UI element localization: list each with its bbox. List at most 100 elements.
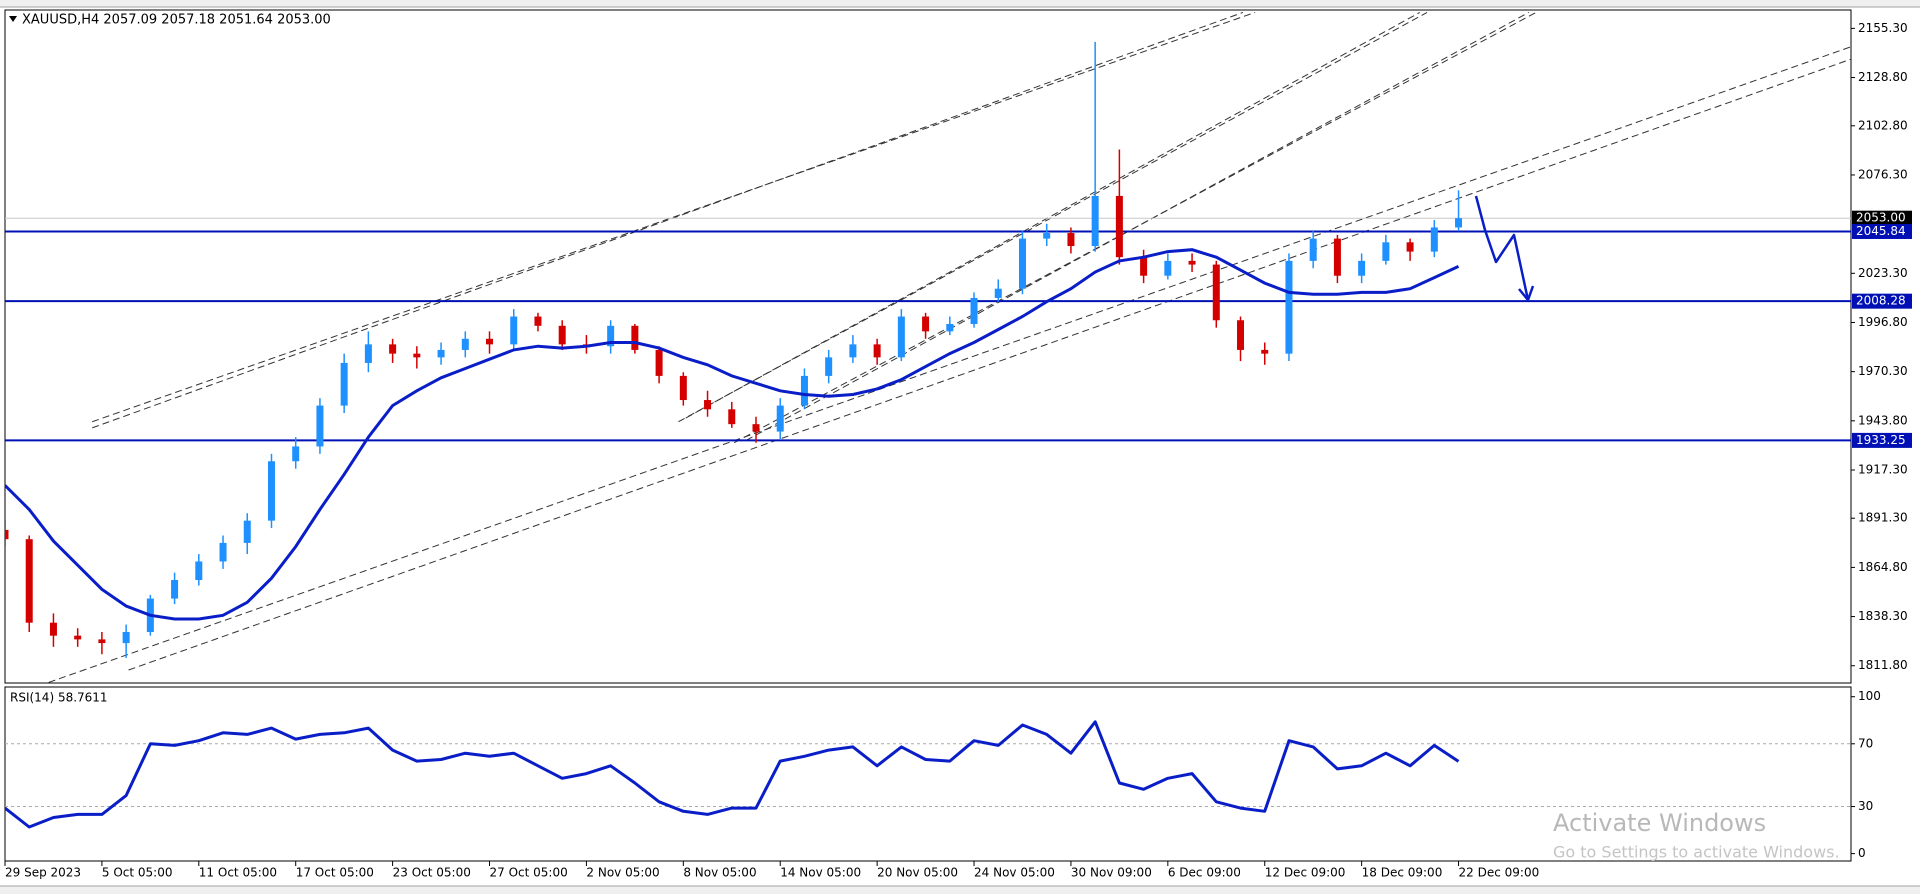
last-price-box — [1852, 210, 1912, 226]
candle-body — [389, 344, 397, 354]
trendline — [685, 11, 1421, 419]
x-tick-label: 8 Nov 05:00 — [683, 866, 756, 880]
trendline — [678, 11, 1428, 423]
x-tick-label: 18 Dec 09:00 — [1362, 866, 1443, 880]
rsi-line — [5, 720, 1460, 829]
candle-body — [1358, 260, 1366, 276]
level-label: 2008.28 — [1856, 294, 1906, 308]
y-tick-label: 1811.80 — [1858, 658, 1908, 672]
trendline — [92, 11, 1244, 429]
candle-body — [1285, 260, 1293, 354]
candle-body — [558, 325, 566, 345]
candle-body — [461, 338, 469, 350]
candle-body — [946, 323, 954, 332]
bottom-tabs[interactable] — [0, 886, 1920, 894]
candle-body — [704, 400, 712, 410]
x-tick-label: 20 Nov 05:00 — [877, 866, 958, 880]
y-tick-label: 2102.80 — [1858, 118, 1908, 132]
rsi-title: RSI(14) 58.7611 — [10, 691, 108, 705]
candle-body — [1115, 195, 1123, 258]
candle-body — [631, 325, 639, 350]
candle-body — [1333, 238, 1341, 276]
candle-body — [897, 316, 905, 358]
x-tick-label: 5 Oct 05:00 — [102, 866, 173, 880]
watermark-title: Activate Windows — [1553, 809, 1766, 837]
candle-body — [1309, 238, 1317, 261]
chart-title: XAUUSD,H4 2057.09 2057.18 2051.64 2053.0… — [22, 13, 331, 28]
candle-body — [1237, 320, 1245, 350]
x-tick-label: 27 Oct 05:00 — [490, 866, 568, 880]
moving-average — [5, 248, 1460, 621]
candle-body — [1188, 260, 1196, 265]
candle-body — [74, 635, 82, 640]
x-tick-label: 29 Sep 2023 — [5, 866, 81, 880]
y-tick-label: 2023.30 — [1858, 266, 1908, 280]
candle-body — [679, 375, 687, 401]
candle-body — [994, 288, 1002, 298]
candle-body — [1261, 349, 1269, 354]
y-tick-label: 1970.30 — [1858, 364, 1908, 378]
x-tick-label: 12 Dec 09:00 — [1265, 866, 1346, 880]
candle-body — [970, 297, 978, 324]
candle-body — [1067, 233, 1075, 247]
candle-body — [1043, 233, 1051, 239]
x-tick-label: 22 Dec 09:00 — [1459, 866, 1540, 880]
candle-body — [825, 357, 833, 376]
candle-body — [98, 639, 106, 644]
toolbar-tabs[interactable] — [0, 0, 1920, 7]
candle-body — [776, 405, 784, 432]
y-tick-label: 2155.30 — [1858, 21, 1908, 35]
y-tick-label: 1891.30 — [1858, 511, 1908, 525]
collapse-icon[interactable] — [9, 16, 17, 22]
candle-body — [1382, 242, 1390, 261]
candle-body — [752, 424, 760, 432]
x-tick-label: 30 Nov 09:00 — [1071, 866, 1152, 880]
candle-body — [728, 409, 736, 425]
y-tick-label: 2128.80 — [1858, 70, 1908, 84]
candle-body — [1212, 264, 1220, 321]
rsi-panel — [4, 686, 1852, 862]
y-tick-label: 1864.80 — [1858, 560, 1908, 574]
candle-body — [243, 520, 251, 543]
y-tick-label: 1996.80 — [1858, 315, 1908, 329]
candle-body — [316, 405, 324, 447]
y-tick-label: 100 — [1858, 689, 1881, 703]
candle-body — [340, 362, 348, 406]
candle-body — [655, 349, 663, 376]
arrow-head — [1518, 285, 1535, 303]
trendline — [92, 11, 1256, 423]
candle-body — [534, 316, 542, 326]
candle-body — [1406, 242, 1414, 252]
level-label: 2045.84 — [1856, 224, 1906, 238]
candle-body — [25, 539, 33, 623]
candle-body — [1430, 227, 1438, 252]
x-tick-label: 24 Nov 05:00 — [974, 866, 1055, 880]
candle-body — [364, 344, 372, 363]
candle-body — [510, 316, 518, 345]
level-label: 1933.25 — [1856, 433, 1906, 447]
candle-body — [267, 461, 275, 521]
x-tick-label: 6 Dec 09:00 — [1168, 866, 1241, 880]
candle-body — [122, 631, 130, 644]
price-panel — [4, 9, 1852, 684]
y-tick-label: 1917.30 — [1858, 462, 1908, 476]
watermark-subtitle: Go to Settings to activate Windows. — [1553, 843, 1840, 862]
y-tick-label: 2076.30 — [1858, 167, 1908, 181]
y-tick-label: 70 — [1858, 736, 1873, 750]
candle-body — [922, 316, 930, 332]
candle-body — [1455, 218, 1463, 228]
x-tick-label: 11 Oct 05:00 — [199, 866, 277, 880]
candle-body — [607, 325, 615, 347]
candle-body — [437, 349, 445, 358]
trendline — [128, 58, 1851, 671]
rsi-plot — [5, 720, 1851, 829]
candle-body — [195, 561, 203, 581]
candle-body — [486, 338, 494, 345]
candle-body — [292, 446, 300, 462]
candle-body — [219, 542, 227, 562]
x-tick-label: 17 Oct 05:00 — [296, 866, 374, 880]
candle-body — [1164, 260, 1172, 276]
drawn-arrow — [1474, 195, 1530, 301]
candle-body — [413, 353, 421, 358]
